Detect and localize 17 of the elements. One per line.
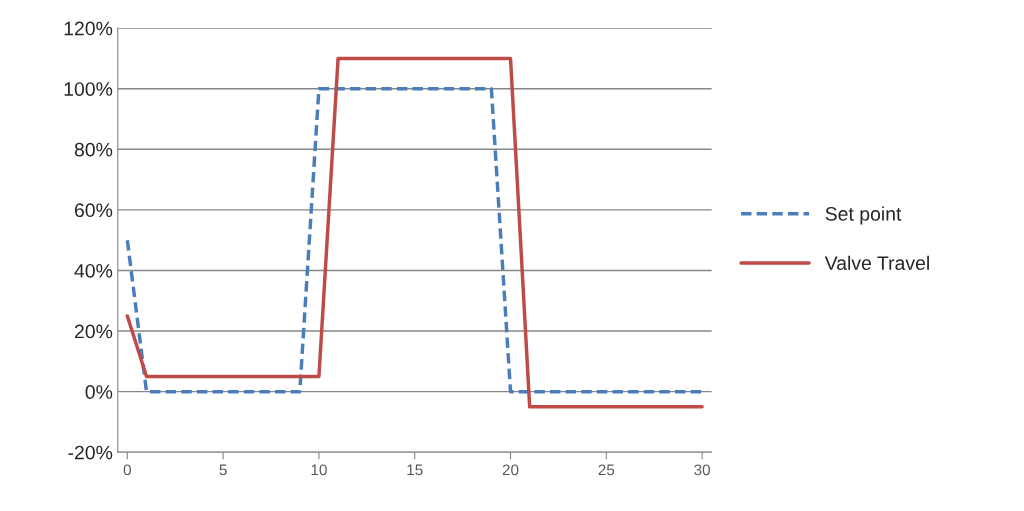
y-tick-label: 120% (64, 21, 113, 36)
legend-label: Set point (825, 206, 902, 225)
y-tick-label: 40% (74, 263, 113, 278)
x-tick-label: 20 (502, 464, 519, 476)
y-tick-label: 20% (74, 324, 113, 339)
x-tick-label: 25 (598, 464, 615, 476)
x-tick-label: 30 (694, 464, 710, 476)
y-tick-label: -20% (68, 445, 113, 460)
x-tick-label: 15 (407, 464, 423, 476)
y-tick-label: 0% (85, 385, 113, 399)
y-tick-label: 100% (64, 82, 113, 96)
legend-label: Valve Travel (824, 255, 929, 271)
x-tick-label: 5 (219, 464, 227, 476)
y-tick-label: 60% (74, 203, 113, 218)
y-tick-label: 80% (74, 142, 113, 157)
x-tick-label: 10 (311, 464, 327, 476)
x-tick-label: 0 (123, 464, 131, 476)
